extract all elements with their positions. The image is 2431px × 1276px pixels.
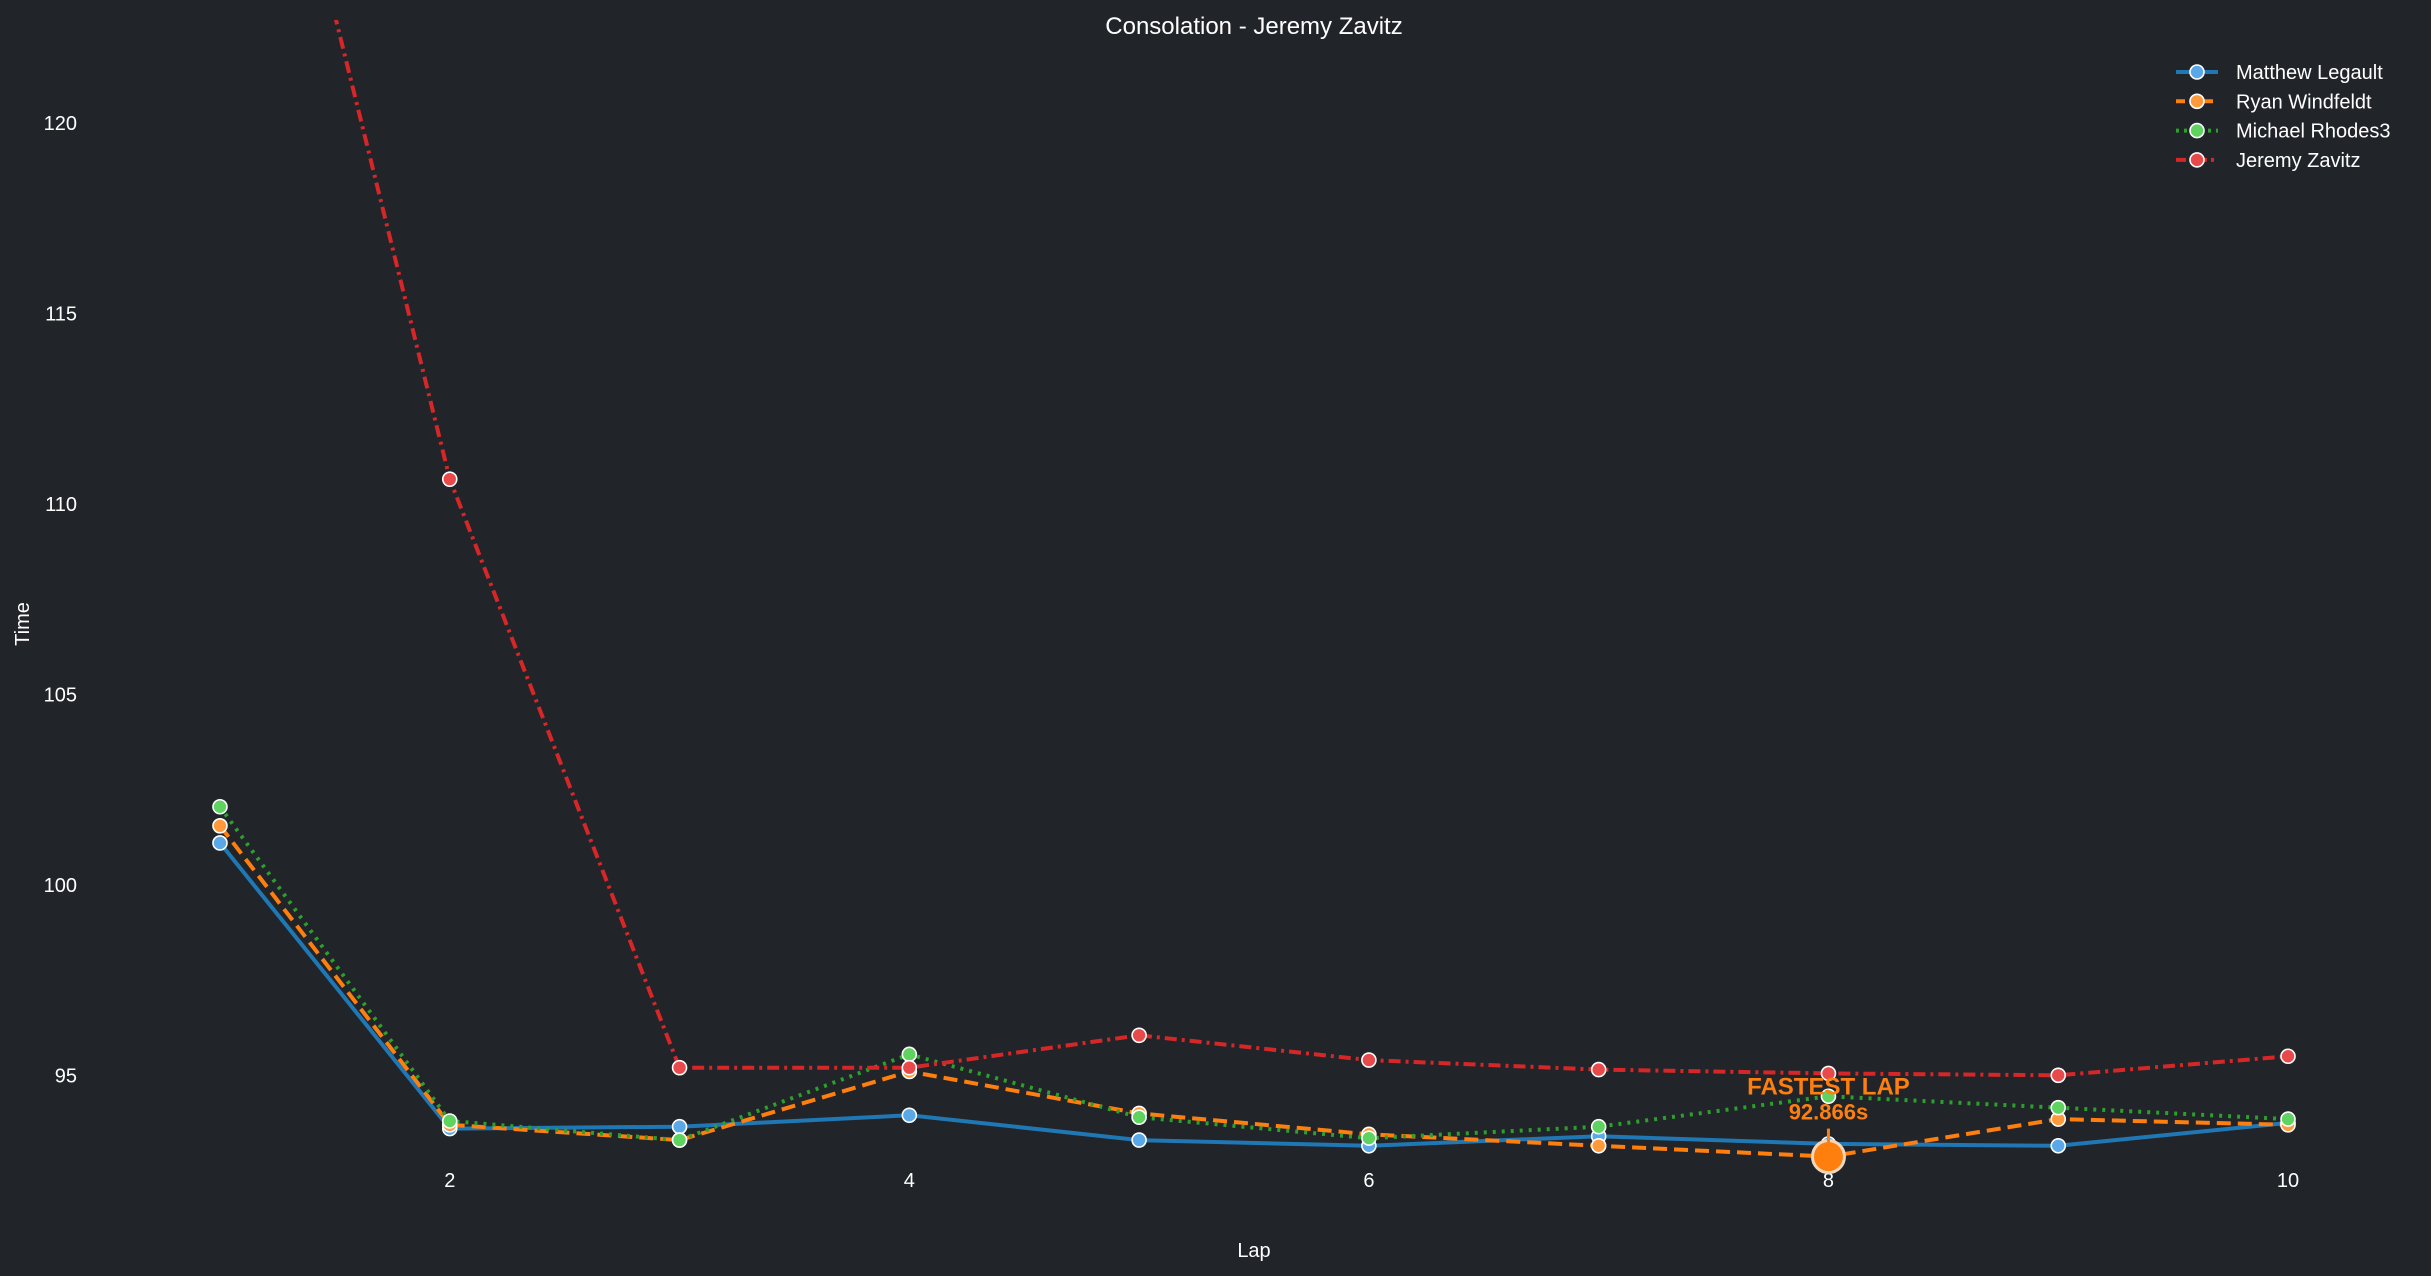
data-point — [671, 1059, 688, 1076]
y-axis-label: Time — [12, 602, 34, 646]
legend-marker — [2189, 93, 2205, 110]
series-line — [333, 20, 2289, 1078]
x-tick-label: 6 — [1363, 1170, 1374, 1192]
x-tick-label: 10 — [2277, 1170, 2299, 1192]
series-line — [218, 824, 2289, 1159]
data-point — [1820, 1088, 1837, 1105]
legend: Matthew Legault Ryan Windfeldt Michael Rho… — [2176, 62, 2391, 172]
data-point — [441, 1113, 458, 1129]
legend-marker — [2189, 64, 2205, 80]
data-point — [2050, 1137, 2067, 1154]
chart-title: Consolation - Jeremy Zavitz — [1105, 13, 1402, 40]
data-point — [1361, 1130, 1377, 1146]
legend-marker — [2189, 122, 2205, 139]
y-axis-ticks: 95 100 105 110 115 120 — [44, 113, 77, 1087]
data-point — [901, 1107, 918, 1124]
data-point — [441, 471, 458, 487]
x-tick-label: 4 — [904, 1170, 915, 1192]
data-point — [1590, 1137, 1607, 1154]
data-point — [1361, 1052, 1377, 1068]
legend-label: Michael Rhodes3 — [2236, 121, 2391, 143]
data-point — [2050, 1067, 2067, 1084]
data-point — [2280, 1048, 2296, 1065]
y-tick-label: 105 — [44, 684, 77, 706]
data-point — [1131, 1027, 1147, 1044]
data-point — [1590, 1061, 1607, 1078]
data-point — [212, 835, 228, 851]
y-tick-label: 110 — [45, 494, 77, 516]
y-tick-label: 100 — [44, 875, 77, 897]
series-markers — [212, 471, 2296, 1165]
data-point — [901, 1046, 918, 1063]
y-tick-label: 95 — [55, 1065, 77, 1087]
fastest-lap-highlight — [1810, 1139, 1846, 1175]
x-tick-label: 8 — [1823, 1170, 1834, 1192]
data-point — [1131, 1132, 1147, 1148]
legend-label: Ryan Windfeldt — [2236, 91, 2372, 113]
y-tick-label: 115 — [45, 303, 77, 325]
legend-label: Jeremy Zavitz — [2236, 150, 2360, 172]
x-axis-label: Lap — [1237, 1240, 1270, 1262]
data-point — [2050, 1099, 2067, 1116]
x-axis-ticks: 2 4 6 8 10 — [444, 1170, 2299, 1192]
legend-label: Matthew Legault — [2236, 62, 2383, 84]
annotation-value: 92.866s — [1789, 1100, 1869, 1125]
data-point — [1820, 1065, 1837, 1082]
y-tick-label: 120 — [44, 113, 77, 135]
data-point — [2280, 1111, 2296, 1127]
legend-marker — [2189, 152, 2205, 168]
x-tick-label: 2 — [444, 1170, 455, 1192]
data-point — [1131, 1109, 1147, 1126]
data-point — [671, 1132, 688, 1148]
series-line — [218, 805, 2289, 1143]
series-line — [218, 841, 2289, 1148]
data-point — [212, 798, 228, 815]
data-point — [901, 1059, 918, 1076]
data-point — [1590, 1118, 1607, 1135]
data-point — [212, 818, 228, 834]
data-point — [671, 1118, 688, 1135]
annotation-title: FASTEST LAP — [1747, 1074, 1910, 1101]
series-lines — [218, 20, 2289, 1159]
